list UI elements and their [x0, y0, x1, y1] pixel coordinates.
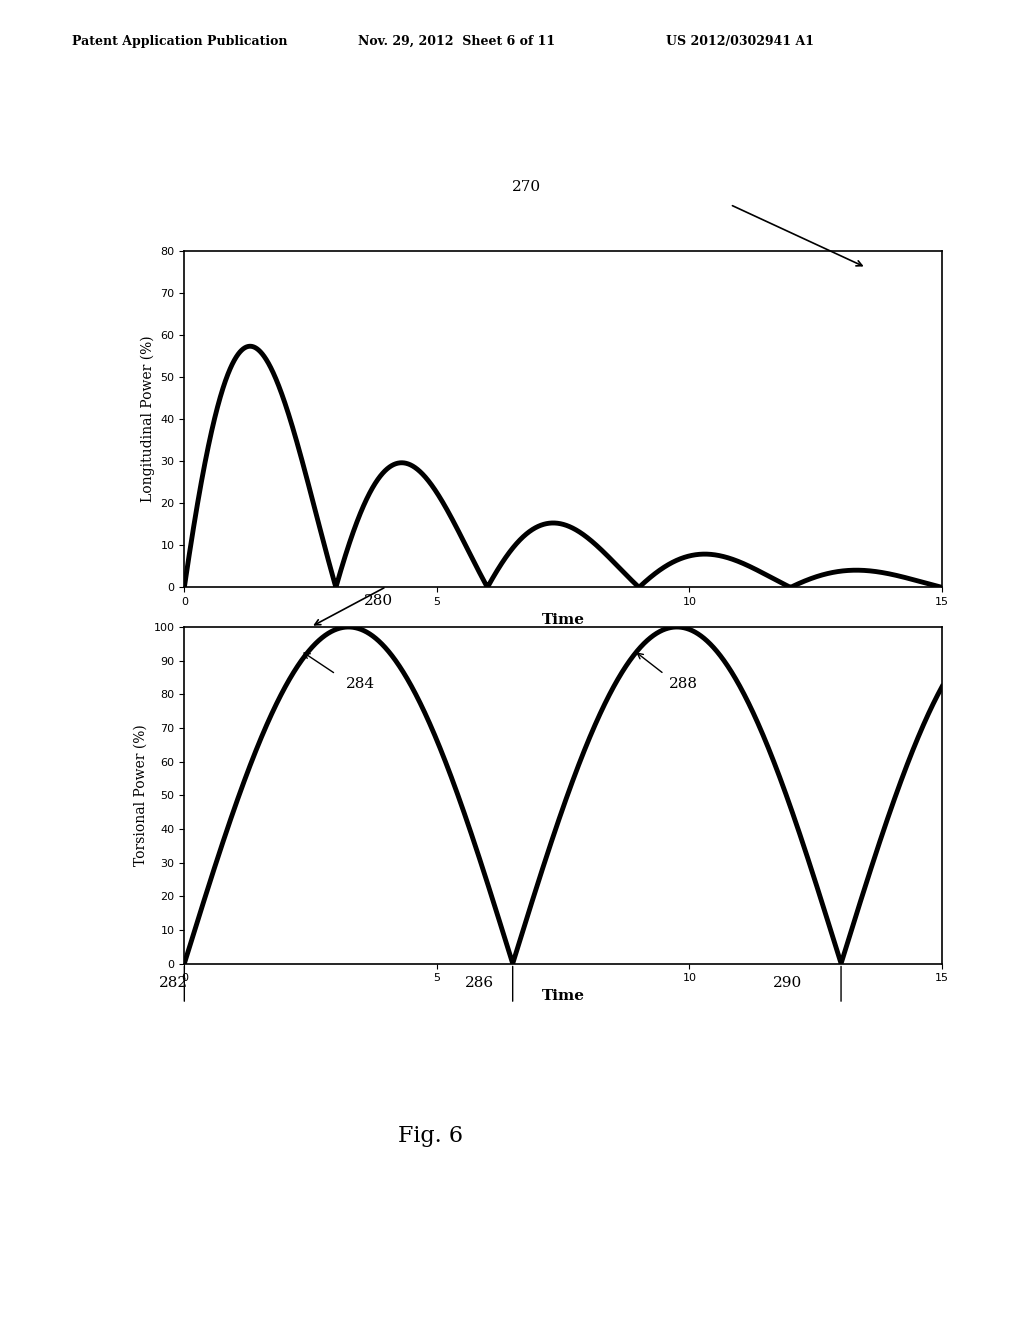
Y-axis label: Longitudinal Power (%): Longitudinal Power (%): [140, 335, 155, 503]
Text: 284: 284: [346, 677, 375, 690]
Text: US 2012/0302941 A1: US 2012/0302941 A1: [666, 34, 814, 48]
Text: Nov. 29, 2012  Sheet 6 of 11: Nov. 29, 2012 Sheet 6 of 11: [358, 34, 556, 48]
Y-axis label: Torsional Power (%): Torsional Power (%): [134, 725, 148, 866]
X-axis label: Time: Time: [542, 989, 585, 1003]
Text: 282: 282: [159, 977, 187, 990]
Text: 286: 286: [465, 977, 494, 990]
Text: 288: 288: [670, 677, 698, 690]
Text: 280: 280: [364, 594, 392, 607]
Text: Fig. 6: Fig. 6: [397, 1125, 463, 1147]
X-axis label: Time: Time: [542, 612, 585, 627]
Text: 290: 290: [773, 977, 803, 990]
Text: 270: 270: [512, 181, 541, 194]
Text: Patent Application Publication: Patent Application Publication: [72, 34, 287, 48]
